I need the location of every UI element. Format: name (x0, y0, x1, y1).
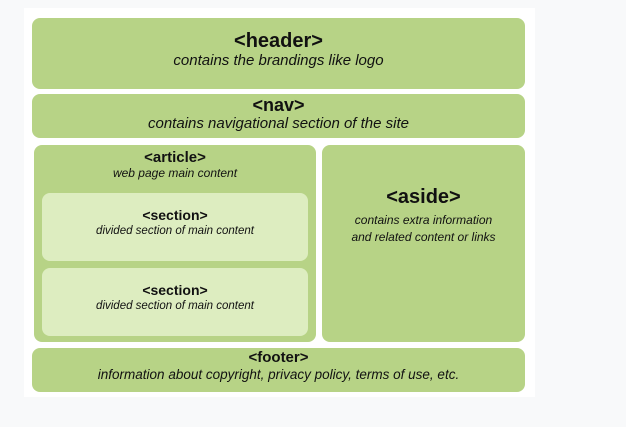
layout-diagram: <header> contains the brandings like log… (24, 8, 535, 397)
section-description-2: divided section of main content (96, 299, 254, 312)
nav-description: contains navigational section of the sit… (148, 114, 409, 132)
aside-description-line-2: and related content or links (351, 230, 496, 245)
aside-description: contains extra information and related c… (322, 212, 525, 247)
nav-tag: <nav> (252, 95, 305, 115)
header-block: <header> contains the brandings like log… (32, 18, 525, 89)
article-description: web page main content (112, 165, 238, 180)
section-block-1: <section> divided section of main conten… (42, 193, 308, 261)
section-tag-2: <section> (142, 282, 208, 298)
section-block-2: <section> divided section of main conten… (42, 268, 308, 336)
footer-tag: <footer> (248, 349, 309, 366)
article-block: <article> web page main content <section… (34, 145, 316, 342)
header-tag: <header> (234, 30, 323, 52)
aside-block: <aside> contains extra information and r… (322, 145, 525, 342)
section-description-1: divided section of main content (96, 224, 254, 237)
aside-description-line-1: contains extra information (354, 213, 493, 227)
header-description: contains the brandings like logo (173, 52, 384, 69)
footer-block: <footer> information about copyright, pr… (32, 348, 525, 392)
aside-tag: <aside> (386, 186, 461, 208)
footer-description: information about copyright, privacy pol… (97, 366, 460, 382)
article-tag: <article> (144, 149, 206, 166)
nav-block: <nav> contains navigational section of t… (32, 94, 525, 138)
section-tag-1: <section> (142, 207, 208, 223)
